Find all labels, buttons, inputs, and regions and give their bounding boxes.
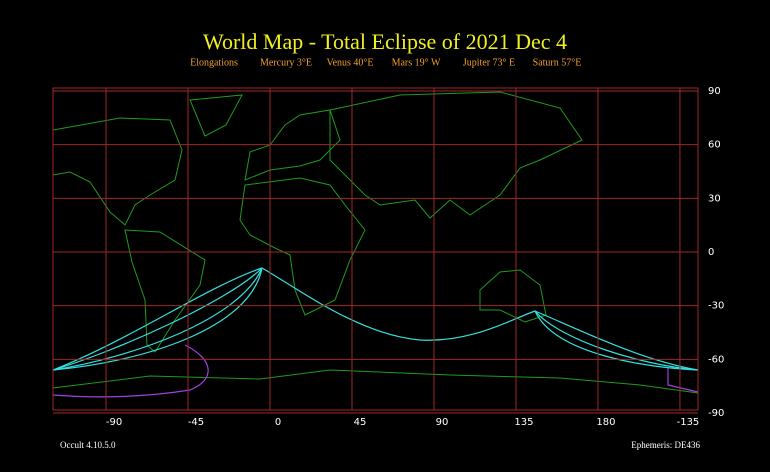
lat-label: -60: [708, 354, 724, 365]
north-america: [52, 117, 183, 226]
coastlines: [52, 91, 699, 394]
limit-east-1: [534, 310, 699, 371]
ephemeris: Ephemeris: DE436: [631, 440, 700, 450]
lon-label: 45: [354, 417, 367, 428]
south-america: [124, 229, 206, 353]
africa: [239, 177, 366, 316]
greenland: [189, 94, 243, 137]
title: World Map - Total Eclipse of 2021 Dec 4: [203, 29, 567, 54]
lat-label: 60: [708, 140, 721, 151]
lat-label: 0: [708, 247, 714, 258]
elongation: Elongations: [190, 57, 238, 68]
lon-label: 90: [436, 417, 449, 428]
asia: [329, 91, 583, 219]
elongation: Mercury 3°E: [260, 57, 312, 68]
central-line: [52, 267, 699, 371]
rise-set-west: [52, 344, 209, 398]
antarctica: [52, 369, 699, 394]
limit-east-2: [534, 310, 699, 371]
elongation: Venus 40°E: [326, 57, 373, 68]
rise-set-east: [667, 368, 699, 393]
limit-north: [52, 267, 263, 371]
map-border: [52, 87, 699, 411]
graticule: -90 -45 0 45 90 135 180 -135 90 60 30 0 -30 -60 -90: [52, 86, 724, 428]
elongations: Elongations Mercury 3°E Venus 40°E Mars 19°…: [190, 57, 581, 68]
lat-label: 90: [708, 86, 721, 97]
lat-label: -30: [708, 301, 724, 312]
lat-label: 30: [708, 193, 721, 204]
lon-label: -135: [677, 417, 700, 428]
elongation: Mars 19° W: [392, 57, 441, 68]
eclipse-paths: [52, 267, 699, 398]
elongation: Saturn 57°E: [533, 57, 582, 68]
australia: [479, 269, 547, 323]
version: Occult 4.10.5.0: [60, 440, 116, 450]
lon-label: -45: [188, 417, 204, 428]
lat-label: -90: [708, 408, 724, 419]
lon-label: 180: [596, 417, 615, 428]
lon-label: -90: [106, 417, 122, 428]
lon-label: 135: [514, 417, 533, 428]
limit-south: [52, 267, 263, 371]
elongation: Jupiter 73° E: [463, 57, 515, 68]
lon-label: 0: [275, 417, 281, 428]
limit-mid: [52, 267, 263, 371]
